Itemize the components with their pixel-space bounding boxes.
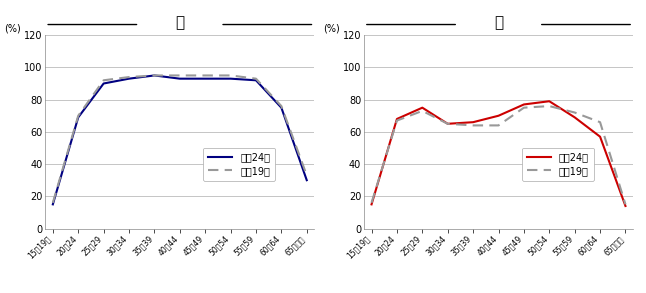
平成19年 [469,124,477,127]
平成24年 [368,203,375,206]
Y-axis label: (%): (%) [323,23,340,33]
Legend: 平成24年, 平成19年: 平成24年, 平成19年 [522,147,594,181]
平成19年 [202,74,209,77]
平成24年 [495,114,503,117]
Legend: 平成24年, 平成19年: 平成24年, 平成19年 [203,147,275,181]
平成24年 [278,106,286,110]
Line: 平成24年: 平成24年 [53,75,307,205]
平成19年 [545,104,553,108]
平成24年 [469,120,477,124]
Line: 平成19年: 平成19年 [371,106,625,205]
平成19年 [419,109,426,113]
平成19年 [74,114,82,117]
平成19年 [252,77,260,80]
平成24年 [176,77,183,80]
平成19年 [125,75,133,79]
平成24年 [151,74,158,77]
平成24年 [99,82,107,85]
平成24年 [74,115,82,119]
平成19年 [99,79,107,82]
平成24年 [520,103,528,106]
平成24年 [303,178,311,182]
Title: 女: 女 [494,15,503,30]
平成19年 [176,74,183,77]
平成19年 [621,203,629,206]
平成24年 [202,77,209,80]
平成24年 [393,117,401,121]
平成24年 [227,77,234,80]
Title: 男: 男 [175,15,184,30]
平成19年 [596,120,604,124]
平成24年 [444,122,452,126]
平成24年 [125,77,133,80]
平成24年 [49,203,57,206]
平成19年 [368,201,375,205]
Y-axis label: (%): (%) [5,23,21,33]
平成19年 [303,173,311,177]
平成19年 [49,201,57,205]
平成19年 [393,119,401,122]
平成19年 [495,124,503,127]
Line: 平成19年: 平成19年 [53,75,307,203]
平成24年 [252,79,260,82]
平成19年 [444,122,452,126]
平成19年 [151,74,158,77]
平成24年 [596,135,604,139]
平成24年 [419,106,426,110]
平成19年 [571,111,579,114]
平成24年 [545,100,553,103]
平成24年 [621,204,629,208]
平成24年 [571,115,579,119]
平成19年 [520,106,528,110]
平成19年 [227,74,234,77]
平成19年 [278,104,286,108]
Line: 平成24年: 平成24年 [371,101,625,206]
